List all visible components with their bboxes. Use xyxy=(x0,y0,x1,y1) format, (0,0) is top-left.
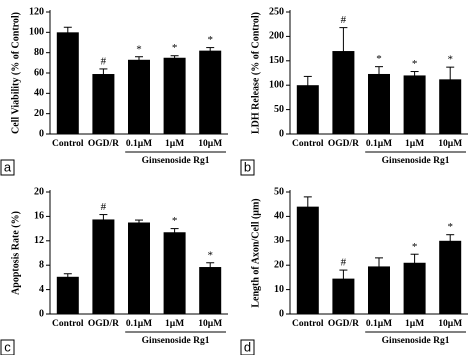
x-tick-label: 10µM xyxy=(438,139,462,149)
x-tick-label: 1µM xyxy=(165,319,184,329)
panel-letter: d xyxy=(244,339,251,354)
x-tick-label: 10µM xyxy=(438,319,462,329)
y-tick-label: 50 xyxy=(274,186,284,197)
x-tick-label: Control xyxy=(52,319,84,329)
bar xyxy=(199,50,222,135)
y-axis-label: Length of Axon/Cell (μm) xyxy=(250,198,261,307)
bar xyxy=(368,73,390,134)
y-tick-label: 250 xyxy=(269,6,284,17)
panel-box xyxy=(240,339,255,355)
group-label: Ginsenoside Rg1 xyxy=(142,156,210,166)
bar xyxy=(56,32,79,135)
y-tick-label: 80 xyxy=(34,47,44,58)
significance-mark: # xyxy=(101,201,107,213)
x-tick-label: 0.1µM xyxy=(366,319,392,329)
bar xyxy=(163,232,186,314)
y-tick-label: 0 xyxy=(279,128,284,139)
y-tick-label: 10 xyxy=(274,284,284,295)
x-tick-label: 10µM xyxy=(198,139,222,149)
x-tick-label: Control xyxy=(292,139,324,149)
panel-box xyxy=(0,159,15,176)
y-tick-label: 200 xyxy=(269,31,284,42)
y-tick-label: 0 xyxy=(39,128,44,139)
bar xyxy=(403,262,426,314)
significance-mark: * xyxy=(447,221,453,233)
bar xyxy=(439,240,462,314)
significance-mark: * xyxy=(136,43,142,55)
significance-mark: * xyxy=(376,53,382,65)
panel-letter: c xyxy=(4,339,11,354)
x-tick-label: Control xyxy=(52,139,84,149)
x-tick-label: 0.1µM xyxy=(126,319,152,329)
x-tick-label: 1µM xyxy=(405,319,424,329)
bar xyxy=(92,219,115,314)
x-tick-label: 0.1µM xyxy=(126,139,152,149)
significance-mark: * xyxy=(447,54,453,66)
significance-mark: * xyxy=(172,42,178,54)
y-tick-label: 16 xyxy=(34,211,44,222)
significance-mark: # xyxy=(341,257,347,269)
bar xyxy=(403,75,426,134)
x-tick-label: OGD/R xyxy=(88,139,119,149)
bar xyxy=(296,85,319,134)
y-tick-label: 150 xyxy=(269,55,284,66)
y-tick-label: 50 xyxy=(274,104,284,115)
x-tick-label: 10µM xyxy=(198,319,222,329)
y-axis-label: Cell Viability (% of Control) xyxy=(10,12,21,134)
group-label: Ginsenoside Rg1 xyxy=(142,336,210,346)
bar xyxy=(368,266,390,314)
y-tick-label: 100 xyxy=(29,27,44,38)
significance-mark: * xyxy=(207,249,213,261)
x-tick-label: 1µM xyxy=(165,139,184,149)
y-tick-label: 12 xyxy=(34,235,44,246)
bar xyxy=(439,79,462,134)
panel-box xyxy=(240,159,255,176)
bar xyxy=(92,74,115,134)
y-tick-label: 20 xyxy=(34,186,44,197)
bar xyxy=(332,51,355,134)
y-tick-label: 40 xyxy=(34,88,44,99)
y-tick-label: 8 xyxy=(39,259,44,270)
y-tick-label: 100 xyxy=(269,79,284,90)
y-tick-label: 4 xyxy=(39,284,44,295)
bar xyxy=(128,59,150,134)
x-tick-label: OGD/R xyxy=(328,319,359,329)
x-tick-label: 1µM xyxy=(405,139,424,149)
y-tick-label: 0 xyxy=(279,308,284,319)
x-tick-label: OGD/R xyxy=(88,319,119,329)
y-axis-label: Apoptosis Rate (%) xyxy=(10,211,21,295)
group-label: Ginsenoside Rg1 xyxy=(382,156,450,166)
y-tick-label: 40 xyxy=(274,211,284,222)
x-tick-label: 0.1µM xyxy=(366,139,392,149)
y-tick-label: 30 xyxy=(274,235,284,246)
y-tick-label: 60 xyxy=(34,67,44,78)
bar xyxy=(332,278,355,314)
significance-mark: * xyxy=(172,215,178,227)
significance-mark: # xyxy=(101,55,107,67)
panel-box xyxy=(0,339,15,355)
significance-mark: * xyxy=(207,34,213,46)
panel-letter: b xyxy=(244,159,251,174)
significance-mark: * xyxy=(412,58,418,70)
x-tick-label: Control xyxy=(292,319,324,329)
y-tick-label: 120 xyxy=(29,6,44,17)
bar xyxy=(56,276,79,314)
significance-mark: # xyxy=(341,14,347,26)
y-tick-label: 20 xyxy=(274,259,284,270)
group-label: Ginsenoside Rg1 xyxy=(382,336,450,346)
y-tick-label: 20 xyxy=(34,108,44,119)
bar xyxy=(163,57,186,134)
significance-mark: * xyxy=(412,241,418,253)
bar xyxy=(128,222,150,314)
bar xyxy=(296,206,319,314)
y-axis-label: LDH Release (% of Control) xyxy=(250,12,261,134)
bar xyxy=(199,267,222,314)
y-tick-label: 0 xyxy=(39,308,44,319)
panel-letter: a xyxy=(4,159,12,174)
x-tick-label: OGD/R xyxy=(328,139,359,149)
